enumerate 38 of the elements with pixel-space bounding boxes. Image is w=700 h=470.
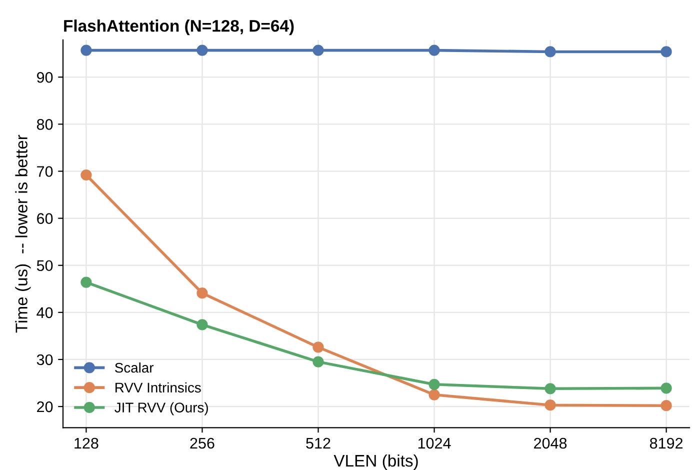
point [544,383,556,394]
point [660,46,672,58]
point [80,276,92,288]
point [312,44,324,56]
legend-label: JIT RVV (Ours) [114,402,208,416]
y-tick-label: 60 [37,213,53,224]
point [544,46,556,58]
x-tick-label: 2048 [534,438,567,449]
x-tick-label: 512 [306,438,330,449]
point [312,356,324,368]
y-tick-label: 80 [36,119,53,130]
legend-label: Scalar [115,362,154,373]
y-axis-title: Time (us) -- lower is better [15,134,31,333]
y-tick-label: 30 [36,354,53,366]
x-tick-label: 1024 [418,438,451,449]
point [196,288,208,299]
point [80,44,92,56]
y-tick-label: 50 [36,260,53,272]
point [428,389,440,400]
point [428,44,440,56]
point [196,44,208,56]
point [544,400,556,411]
x-tick-label: 8192 [650,438,683,449]
x-tick-label: 256 [190,438,214,449]
point [312,342,324,353]
point [660,400,672,412]
point [428,378,440,390]
y-tick-label: 90 [37,72,53,83]
y-tick-label: 40 [36,307,53,318]
y-tick-label: 70 [37,166,53,177]
x-tick-label: 128 [74,438,98,449]
point [196,319,208,330]
point [660,382,672,394]
y-tick-label: 20 [37,401,53,412]
point [80,169,92,181]
x-axis-title: VLEN (bits) [334,454,418,470]
chart-title: FlashAttention (N=128, D=64) [64,20,294,36]
legend-label: RVV Intrinsics [116,382,201,393]
